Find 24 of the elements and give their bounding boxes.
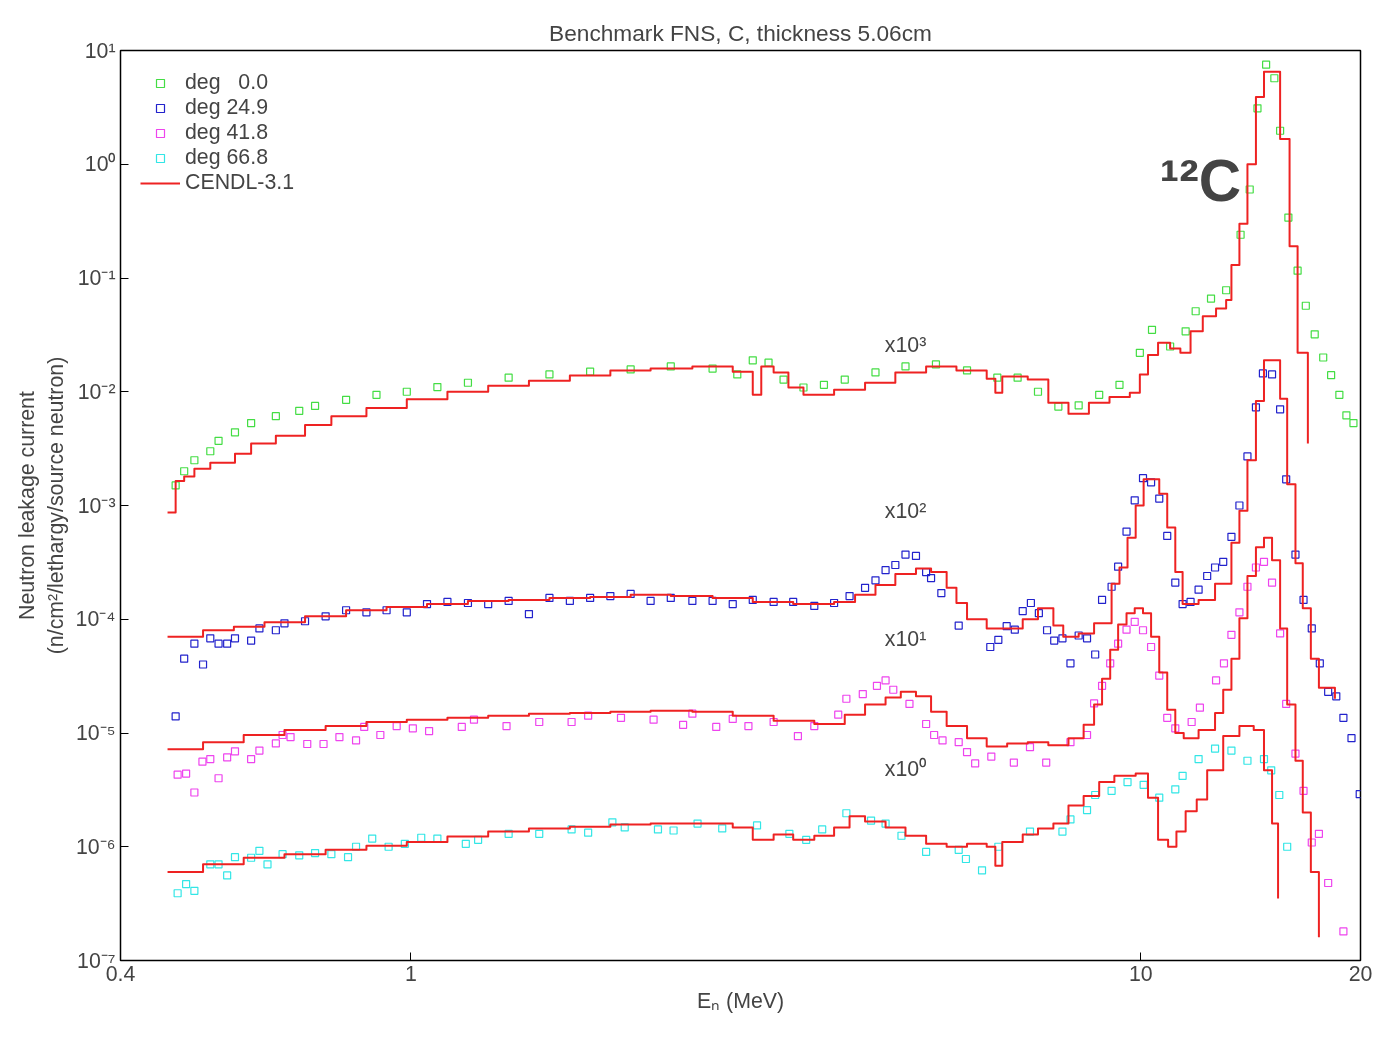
y-tick-label: 10⁻² [77, 379, 116, 404]
x-axis-title: Eₙ (MeV) [696, 988, 785, 1013]
annotation: ¹²C [1159, 148, 1242, 213]
annotation: x10³ [884, 332, 927, 357]
legend-label: deg 24.9 [185, 95, 269, 120]
y-tick-label: 10⁰ [84, 152, 117, 177]
annotation: x10² [884, 498, 927, 523]
x-tick-label: 1 [405, 961, 417, 986]
legend-label: CENDL-3.1 [185, 170, 295, 195]
y-tick-label: 10⁻⁶ [76, 834, 116, 859]
y-tick-label: 10¹ [84, 38, 116, 63]
legend-label: deg 66.8 [185, 145, 269, 170]
legend-label: deg 41.8 [185, 120, 269, 145]
y-tick-label: 10⁻⁵ [75, 721, 116, 745]
chart-title: Benchmark FNS, C, thickness 5.06cm [549, 19, 932, 46]
y-tick-label: 10⁻³ [77, 493, 116, 518]
legend-label: deg 0.0 [185, 70, 269, 95]
y-axis-title: Neutron leakage current (n/cm²/lethargy/source neutron) [14, 356, 68, 655]
x-tick-label: 20 [1348, 961, 1373, 986]
y-tick-label: 10⁻⁴ [75, 607, 116, 632]
x-tick-label: 10 [1128, 961, 1153, 986]
y-tick-label: 10⁻¹ [77, 266, 116, 290]
annotation: x10¹ [884, 626, 927, 651]
annotation: x10⁰ [884, 756, 928, 781]
